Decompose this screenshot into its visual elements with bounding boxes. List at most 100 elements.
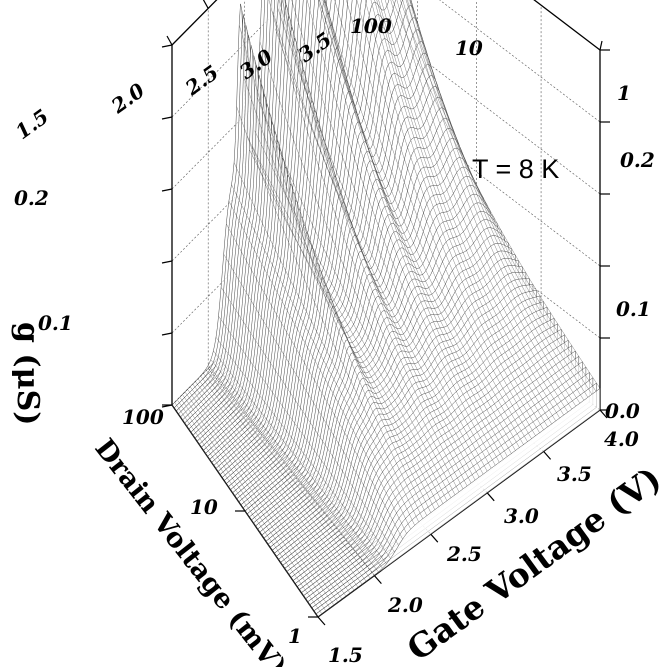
top-x-tick-label: 1.5 <box>11 104 53 144</box>
surface-line <box>317 387 601 618</box>
surface-line <box>407 0 576 407</box>
surface-line <box>306 0 492 469</box>
top-y-tick-label: 10 <box>455 36 483 60</box>
x-tick-label: 3.0 <box>504 504 539 528</box>
tick-mark <box>161 188 173 192</box>
surface-line <box>184 391 339 603</box>
surface-line <box>208 365 375 576</box>
surface-line <box>396 0 568 413</box>
tick-mark <box>599 40 603 51</box>
tick-mark <box>430 533 439 543</box>
tick-mark <box>486 492 495 502</box>
box-edge <box>533 0 601 51</box>
surface-line <box>218 316 391 559</box>
tick-mark <box>161 44 173 48</box>
surface-line <box>192 383 351 594</box>
surface-line <box>374 0 544 430</box>
z-tick-label-left: 0.1 <box>38 311 73 335</box>
surface-line <box>231 184 411 530</box>
surface-mesh <box>171 0 601 618</box>
surface-line <box>322 0 508 457</box>
surface-line <box>202 372 367 582</box>
surface-line <box>239 24 423 519</box>
surface-line <box>233 162 415 526</box>
surface-line <box>324 0 520 448</box>
surface-line <box>319 0 512 454</box>
surface-line <box>272 11 476 481</box>
surface-line <box>220 287 395 553</box>
top-x-tick-label: 2.5 <box>180 60 223 100</box>
surface-line <box>228 200 407 534</box>
tick-mark <box>161 332 173 336</box>
tick-marks <box>161 0 610 626</box>
y-tick-label: 10 <box>190 495 218 519</box>
tick-mark <box>161 404 173 408</box>
surface-line <box>392 0 601 389</box>
surface-line <box>249 149 440 507</box>
surface-line <box>187 389 343 600</box>
surface-line <box>378 0 552 424</box>
x-tick-label: 1.5 <box>328 643 363 667</box>
tick-mark <box>543 451 552 460</box>
surface-line <box>365 0 536 436</box>
box-edge <box>171 0 218 46</box>
surface-line <box>177 399 327 612</box>
surface-line <box>241 10 427 516</box>
surface-line <box>205 369 371 579</box>
surface-line <box>179 397 331 609</box>
surface-line <box>376 0 548 427</box>
temperature-annotation: T = 8 K <box>472 154 559 184</box>
surface-line <box>246 135 435 510</box>
surface-line <box>189 386 347 597</box>
surface-line <box>257 97 452 498</box>
surface-line <box>400 0 597 392</box>
surface-line <box>213 350 383 569</box>
surface-line <box>277 8 484 475</box>
surface-line <box>223 254 399 546</box>
tick-mark <box>166 35 173 46</box>
y-tick-label: 100 <box>122 405 164 429</box>
top-x-tick-label: 2.0 <box>106 78 149 119</box>
surface-line <box>381 0 556 421</box>
surface-line <box>319 0 516 451</box>
surface-line <box>215 337 387 564</box>
tick-mark <box>161 260 173 264</box>
x-tick-label: 4.0 <box>604 427 639 451</box>
tick-mark <box>599 409 608 419</box>
surface-line <box>278 0 472 484</box>
top-y-tick-label: 1 <box>617 81 631 105</box>
surface-line <box>346 0 528 442</box>
surface-line <box>252 145 444 504</box>
surface-line <box>200 375 363 585</box>
surface-line <box>390 0 564 416</box>
surface-line <box>244 78 431 513</box>
tick-mark <box>202 0 209 9</box>
surface-line <box>410 0 581 404</box>
z-tick-label-right: 0.1 <box>616 297 651 321</box>
y-tick-label: 1 <box>288 624 302 648</box>
surface-line <box>254 130 448 501</box>
tick-mark <box>161 116 173 120</box>
surface-line <box>195 381 355 591</box>
z-axis-title: g (μS) <box>10 322 45 425</box>
y-axis-title: Drain Voltage (mV) <box>88 433 292 667</box>
x-tick-label: 2.5 <box>446 542 482 566</box>
surface-line <box>291 0 488 472</box>
surface-line <box>226 223 403 540</box>
surface-line <box>275 28 480 478</box>
surface-line <box>385 0 560 419</box>
top-y-tick-label: 100 <box>350 14 392 38</box>
surface-line <box>197 378 359 588</box>
surface-line <box>210 359 379 573</box>
z-tick-label-right: 0.0 <box>605 399 640 423</box>
surface-line <box>182 394 335 606</box>
surface-line <box>356 0 532 439</box>
z-tick-label-right: 0.2 <box>620 148 655 172</box>
surface-line <box>334 0 524 445</box>
surface-line <box>323 0 500 463</box>
surface-line <box>174 402 323 615</box>
tick-mark <box>317 616 326 626</box>
surface-line <box>268 0 460 492</box>
surface-line <box>318 0 496 466</box>
